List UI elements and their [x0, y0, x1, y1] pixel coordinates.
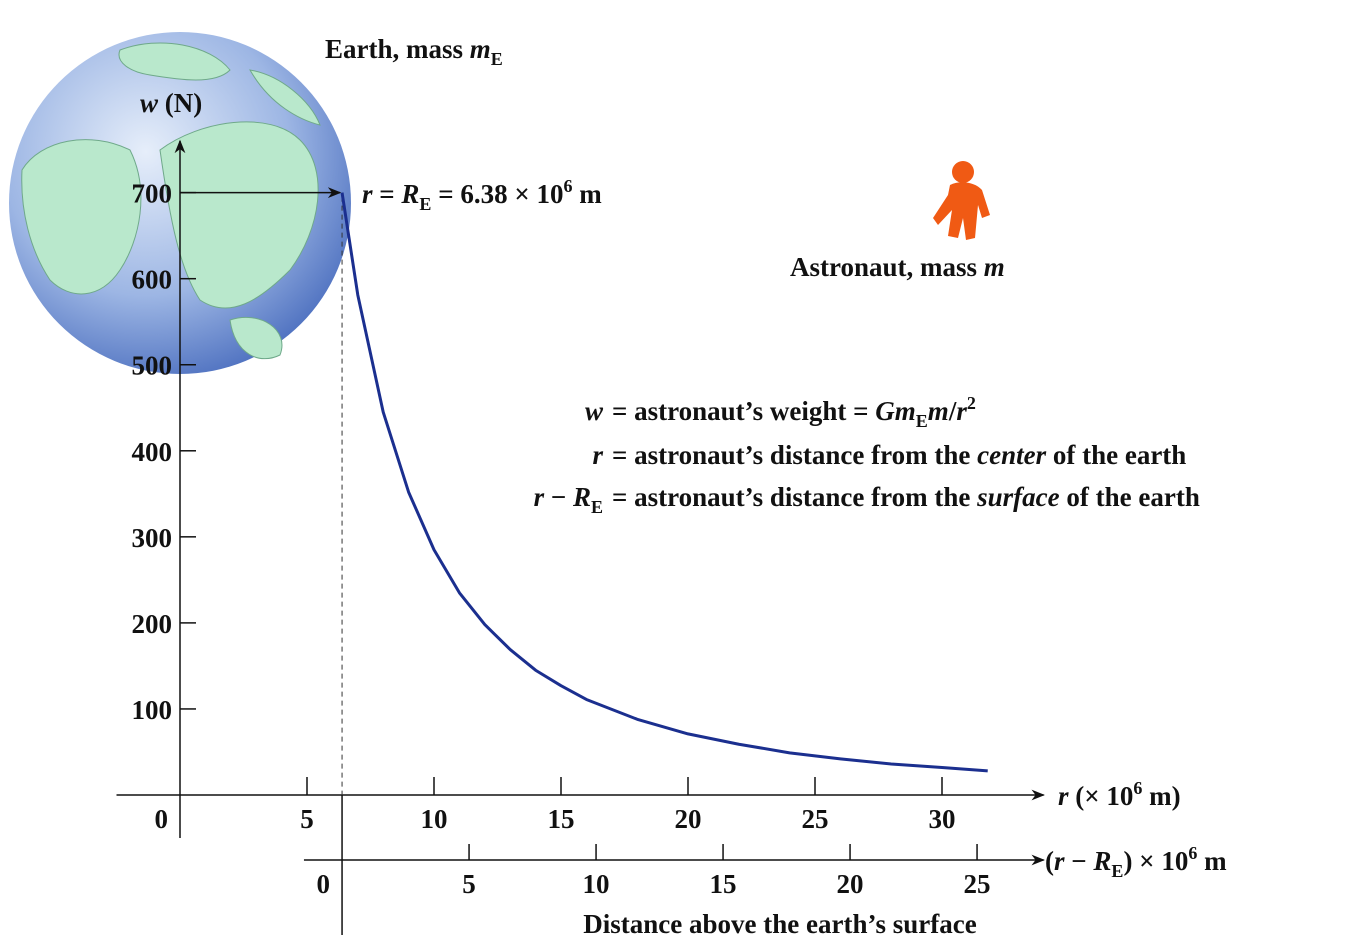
y-tick-label: 300	[132, 523, 173, 553]
x2-tick-label: 25	[964, 869, 991, 899]
x-tick-label: 25	[802, 804, 829, 834]
x2-axis-title: Distance above the earth’s surface	[583, 909, 976, 939]
x2-tick-label: 15	[710, 869, 737, 899]
y-tick-label: 600	[132, 265, 173, 295]
x-tick-label: 0	[155, 804, 169, 834]
astronaut-label: Astronaut, mass m	[790, 252, 1005, 282]
x-tick-label: 10	[421, 804, 448, 834]
earth-label: Earth, mass mE	[325, 34, 503, 69]
x2-axis-label: (r − RE) × 106 m	[1045, 843, 1227, 881]
definitions: w = astronaut’s weight = GmEm/r2 r = ast…	[534, 393, 1200, 517]
x-tick-label: 15	[548, 804, 575, 834]
y-tick-label: 100	[132, 695, 173, 725]
definition-symbol: w	[585, 396, 604, 426]
x-tick-label: 30	[929, 804, 956, 834]
y-tick-label: 200	[132, 609, 173, 639]
definition-text: = astronaut’s distance from the surface …	[612, 482, 1200, 512]
y-tick-label: 400	[132, 437, 173, 467]
definition-symbol: r − RE	[534, 482, 603, 517]
y-tick-label: 500	[132, 351, 173, 381]
x-tick-label: 20	[675, 804, 702, 834]
x2-tick-label: 0	[317, 869, 331, 899]
x-tick-label: 5	[300, 804, 314, 834]
x2-tick-label: 10	[583, 869, 610, 899]
x2-tick-label: 5	[462, 869, 476, 899]
chart: Earth, mass mE w (N) r = RE = 6.38 × 106…	[0, 0, 1345, 940]
x2-tick-label: 20	[837, 869, 864, 899]
y-tick-label: 700	[132, 179, 173, 209]
radius-label: r = RE = 6.38 × 106 m	[362, 176, 602, 214]
y-axis-label: w (N)	[140, 88, 202, 118]
definition-text: = astronaut’s distance from the center o…	[612, 440, 1186, 470]
definition-symbol: r	[592, 440, 603, 470]
astronaut	[933, 161, 990, 240]
definition-text: = astronaut’s weight = GmEm/r2	[612, 393, 976, 431]
x-axis-label: r (× 106 m)	[1058, 778, 1181, 811]
